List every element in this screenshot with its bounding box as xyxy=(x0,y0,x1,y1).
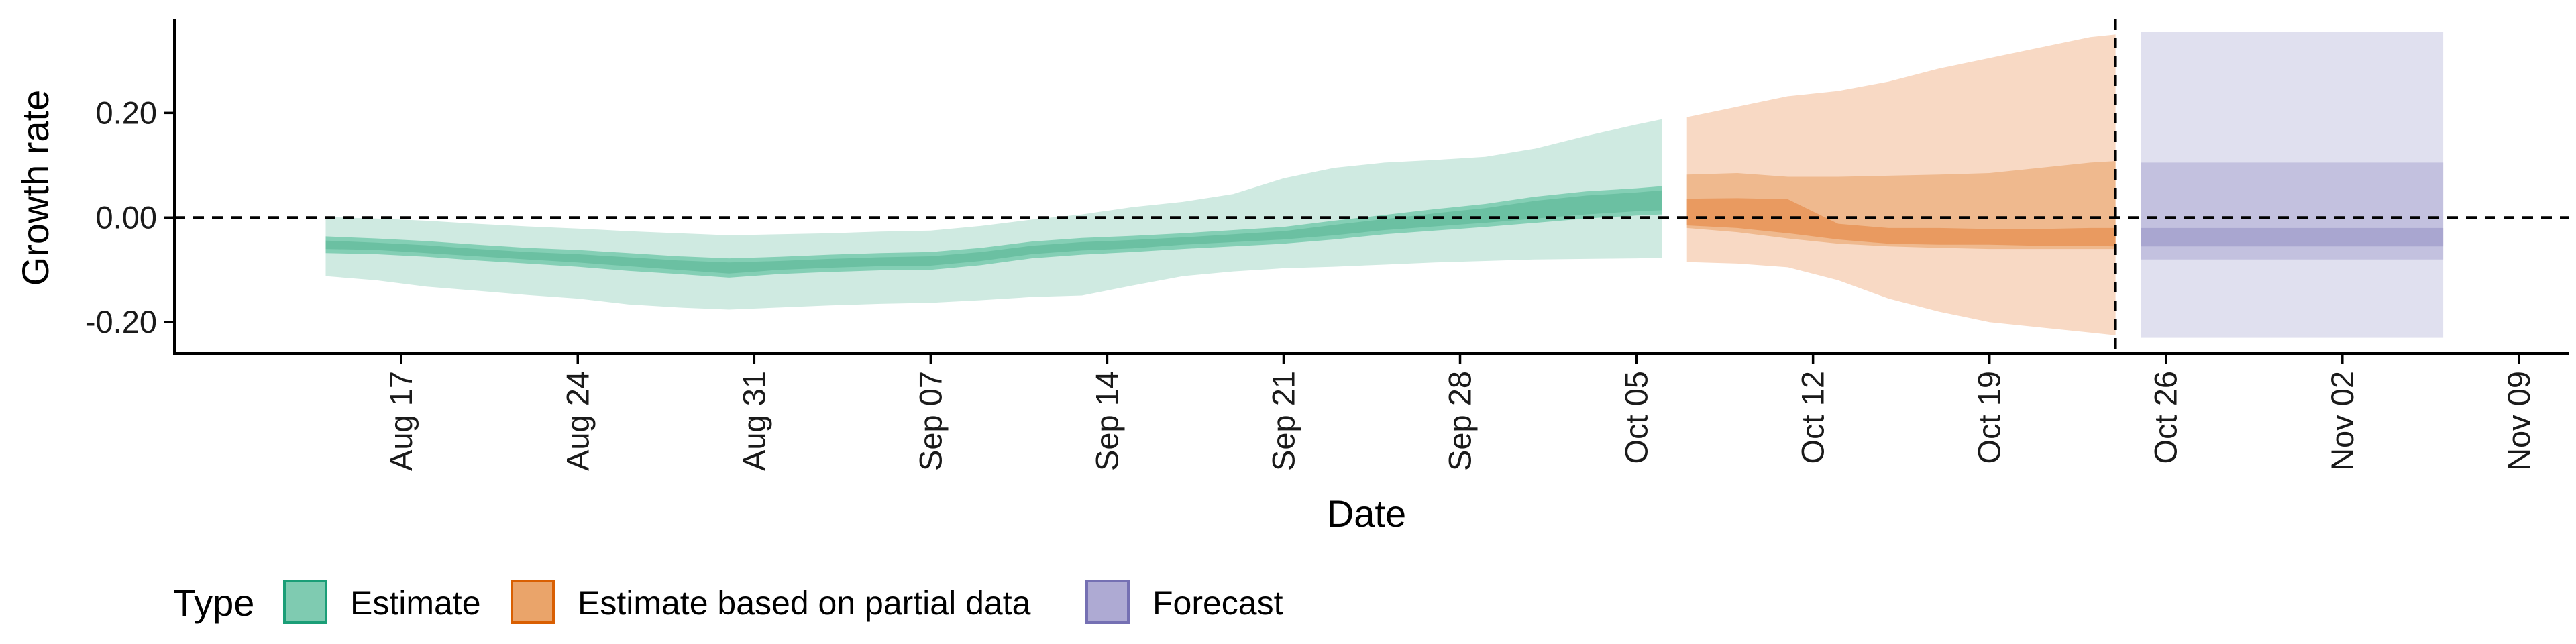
x-tick-label: Aug 17 xyxy=(383,371,419,471)
y-tick-label: -0.20 xyxy=(85,304,157,339)
y-axis-title: Growth rate xyxy=(14,90,56,286)
x-axis-ticks: Aug 17 Aug 24 Aug 31 Sep 07 Sep 14 Sep 21 Sep … xyxy=(383,354,2536,471)
x-tick-label: Nov 09 xyxy=(2501,371,2536,471)
forecast-inner-band xyxy=(2141,227,2444,247)
estimate-based-on-partial-data-inner-band xyxy=(1686,198,2116,247)
x-tick-label: Aug 31 xyxy=(736,371,771,471)
ribbon-bands xyxy=(325,32,2444,338)
legend-key-estimate xyxy=(283,580,327,624)
legend-items: Estimate Estimate based on partial data Fo… xyxy=(283,580,1283,624)
y-tick-label: 0.00 xyxy=(96,199,157,235)
x-tick-label: Oct 26 xyxy=(2148,371,2184,464)
legend-label-estimate: Estimate xyxy=(350,584,481,622)
legend-key-forecast xyxy=(1085,580,1130,624)
legend-label-forecast: Forecast xyxy=(1152,584,1283,622)
x-tick-label: Oct 05 xyxy=(1619,371,1654,464)
legend-label-estimate-based-on-partial-data: Estimate based on partial data xyxy=(578,584,1031,622)
x-tick-label: Sep 07 xyxy=(912,371,948,471)
axes xyxy=(173,19,2569,355)
x-tick-label: Oct 12 xyxy=(1795,371,1831,464)
x-tick-label: Oct 19 xyxy=(1972,371,2007,464)
y-tick-label: 0.20 xyxy=(96,95,157,130)
legend-key-estimate-based-on-partial-data xyxy=(511,580,555,624)
x-tick-label: Sep 14 xyxy=(1089,371,1124,471)
x-tick-label: Sep 28 xyxy=(1442,371,1478,471)
x-axis-title: Date xyxy=(1327,492,1406,535)
x-tick-label: Nov 02 xyxy=(2324,371,2360,471)
y-axis-ticks: -0.20 0.00 0.20 xyxy=(85,95,174,339)
estimate-inner-band xyxy=(325,190,1662,274)
legend: Type Estimate Estimate based on partial d… xyxy=(173,580,1283,624)
estimate-mid-band xyxy=(325,186,1662,278)
legend-title: Type xyxy=(173,582,254,624)
reference-lines xyxy=(174,19,2569,354)
x-tick-label: Aug 24 xyxy=(559,371,595,471)
x-tick-label: Sep 21 xyxy=(1266,371,1301,471)
